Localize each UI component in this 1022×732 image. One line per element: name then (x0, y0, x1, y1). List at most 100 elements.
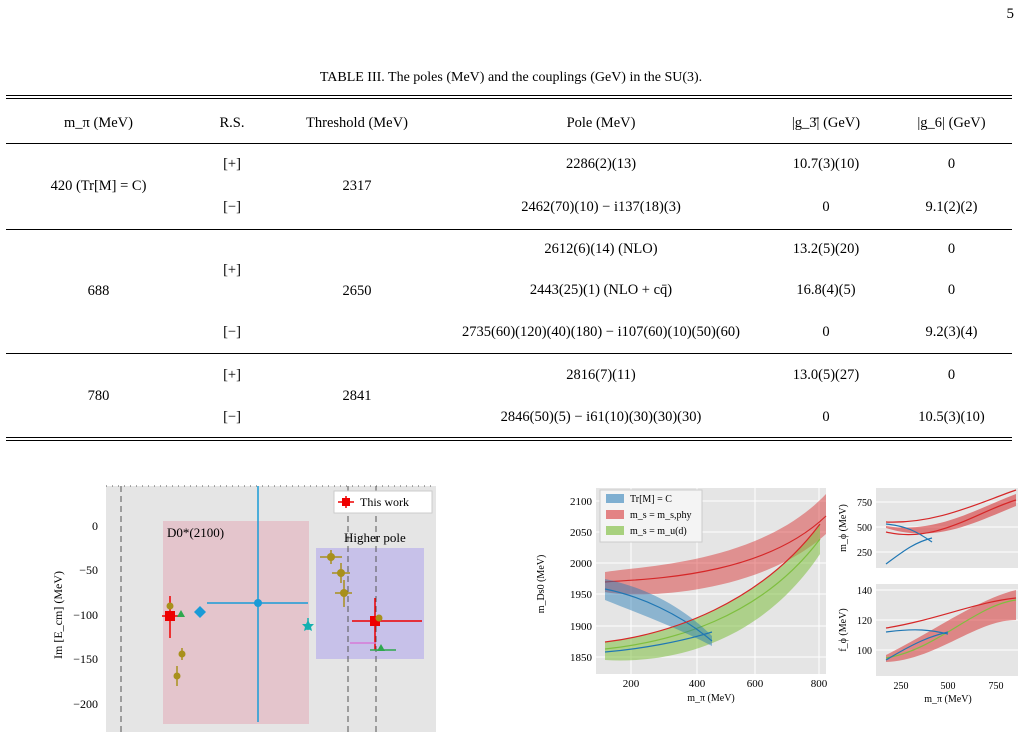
cell-g6: 0 (947, 366, 956, 383)
x-axis: 250 500 750 (894, 681, 1004, 692)
higher-pole-region (316, 548, 424, 659)
cell-g6: 10.5(3)(10) (918, 408, 985, 425)
cell-mpi: 688 (87, 283, 110, 299)
f-phi-inset: 140 120 100 250 500 750 m_π (MeV) f_ϕ (M… (838, 584, 1018, 705)
cell-mpi: 780 (87, 387, 110, 404)
line-ms-phy (604, 523, 821, 643)
header-rs: R.S. (219, 114, 245, 131)
x-axis-label: m_π (MeV) (924, 694, 972, 705)
x-tick-label: 750 (989, 681, 1004, 692)
cell-pole: 2443(25)(1) (NLO + cq̄) (529, 282, 673, 298)
cell-rs: [−] (223, 408, 241, 425)
data-point (178, 650, 186, 658)
cell-g6: 9.1(2)(2) (925, 199, 978, 215)
y-tick-label: 140 (857, 586, 872, 597)
cell-rs: [−] (223, 199, 241, 215)
data-point (194, 606, 206, 618)
top-rule-2 (6, 98, 1012, 99)
cell-pole: 2735(60)(120)(40)(180) − i107(60)(10)(50… (462, 324, 740, 340)
y-axis: 750 500 250 (857, 498, 872, 559)
group-rule-2 (6, 353, 1012, 354)
data-point (177, 610, 185, 617)
cell-g3: 0 (822, 324, 830, 340)
legend-box (333, 490, 433, 514)
higher-pole-label: Higher pole (344, 530, 406, 545)
x-tick-label: 800 (811, 678, 828, 690)
legend-label: Tr[M] = C (630, 494, 672, 505)
data-point (337, 569, 345, 577)
y-tick-label: −100 (73, 608, 98, 622)
y-tick-label: −200 (73, 697, 98, 711)
line-ms-phy (885, 489, 1017, 523)
cell-pole: 2846(50)(5) − i61(10)(30)(30)(30) (500, 408, 702, 425)
data-point (327, 553, 335, 561)
group-rule-1 (6, 229, 1012, 230)
header-g3: |g_3̄| (GeV) (791, 114, 861, 131)
y-tick-label: 250 (857, 548, 872, 559)
cell-g3: 10.7(3)(10) (792, 156, 860, 172)
y-tick-label: 1850 (570, 652, 593, 664)
data-point (340, 589, 348, 597)
cell-g3: 13.0(5)(27) (792, 366, 860, 383)
data-point (166, 602, 174, 610)
y-axis: 0 −50 −100 −150 −200 (73, 519, 98, 711)
y-axis-label: Im [E_cm] (MeV) (51, 571, 65, 659)
x-tick-label: 200 (623, 678, 640, 690)
legend-swatch (606, 526, 624, 535)
table-row: [−] 2846(50)(5) − i61(10)(30)(30)(30) 0 … (6, 396, 1012, 438)
table-row: 688 [+] 2650 2612(6)(14) (NLO) 13.2(5)(2… (6, 229, 1012, 299)
cell-mpi: 420 (Tr[M] = C) (50, 177, 147, 194)
table-row: 780 [+] 2841 2816(7)(11) 13.0(5)(27) 0 (6, 354, 1012, 404)
y-tick-label: 120 (857, 616, 872, 627)
header-pole: Pole (MeV) (566, 114, 636, 131)
cell-pole: 2612(6)(14) (NLO) (544, 241, 658, 257)
y-axis: 140 120 100 (857, 586, 872, 657)
cell-threshold: 2841 (342, 387, 372, 404)
line-ms-phy (885, 597, 1017, 629)
d0-2100-region (163, 521, 309, 724)
line-ms-mud (604, 538, 821, 650)
table-caption: TABLE III. The poles (MeV) and the coupl… (319, 70, 703, 85)
line-tr-m-c (885, 537, 933, 565)
line-ms-phy (885, 499, 1017, 536)
legend-swatch (606, 494, 624, 503)
cell-threshold: 2650 (342, 283, 372, 299)
header-rule (6, 143, 1012, 144)
y-tick-label: 100 (857, 646, 872, 657)
cell-rs: [+] (223, 366, 241, 383)
band-ms-phy (605, 494, 826, 595)
y-tick-label: 750 (857, 498, 872, 509)
y-tick-label: −50 (79, 563, 98, 577)
line-ms-mud (885, 599, 1017, 659)
cell-pole: 2816(7)(11) (566, 366, 636, 383)
pole-position-plot: D0*(2100) Higher pole This work 0 −50 −1… (51, 485, 436, 732)
legend-label: This work (360, 495, 409, 509)
page-number: 5 (1006, 6, 1015, 22)
header-mpi: m_π (MeV) (64, 114, 133, 131)
cell-threshold: 2317 (342, 177, 372, 194)
bottom-rule-1 (6, 437, 1012, 438)
y-tick-label: 500 (857, 523, 872, 534)
y-tick-label: 2000 (570, 558, 593, 570)
poles-table: m_π (MeV) R.S. Threshold (MeV) Pole (MeV… (6, 103, 1012, 438)
x-tick-label: 600 (747, 678, 764, 690)
cell-g3: 0 (822, 199, 830, 215)
cell-pole: 2462(70)(10) − i137(18)(3) (521, 199, 681, 215)
cell-rs: [−] (223, 324, 241, 340)
cell-g6: 0 (947, 156, 956, 172)
x-axis-label: m_π (MeV) (687, 693, 735, 704)
data-point (165, 611, 175, 621)
top-rule-1 (6, 95, 1012, 96)
line-tr-m-c (604, 588, 713, 642)
y-tick-label: 1900 (570, 621, 593, 633)
table-row: 420 (Tr[M] = C) [+] 2317 2286(2)(13) 10.… (6, 143, 1012, 194)
mass-vs-mpi-plot: Tr[M] = C m_s = m_s,phy m_s = m_u(d) 210… (536, 488, 828, 704)
y-axis-label: f_ϕ (MeV) (838, 608, 849, 651)
cell-g3: 13.2(5)(20) (792, 241, 860, 257)
y-tick-label: 2100 (570, 496, 593, 508)
line-ms-phy (604, 515, 827, 583)
cell-rs: [+] (223, 261, 241, 278)
table-row: [−] 2462(70)(10) − i137(18)(3) 0 9.1(2)(… (6, 186, 1012, 229)
cell-g3: 16.8(4)(5) (796, 282, 856, 298)
legend-label: m_s = m_s,phy (630, 510, 691, 521)
